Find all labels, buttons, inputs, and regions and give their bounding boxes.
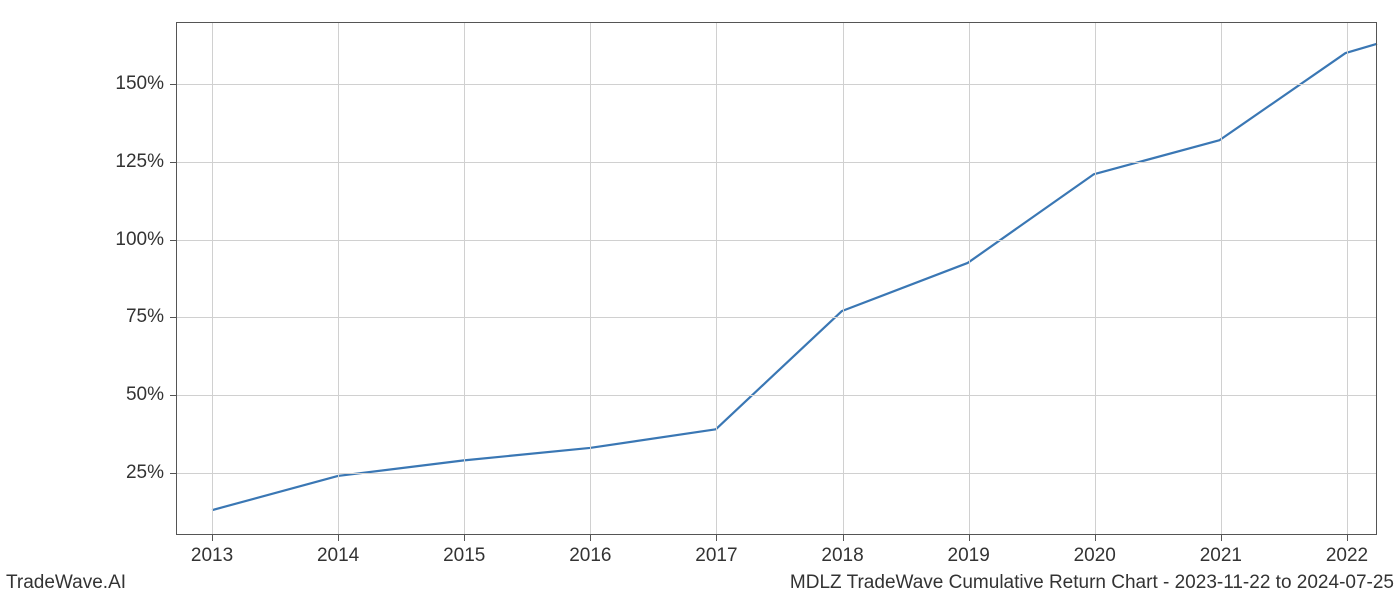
x-tick-label: 2015 — [443, 545, 485, 567]
footer-right-label: MDLZ TradeWave Cumulative Return Chart -… — [790, 572, 1394, 594]
x-tick-label: 2017 — [695, 545, 737, 567]
line-series-svg — [176, 22, 1377, 535]
x-tick-label: 2018 — [821, 545, 863, 567]
y-tick-mark — [170, 473, 176, 474]
grid-line-vertical — [212, 22, 213, 535]
footer-left-label: TradeWave.AI — [6, 572, 126, 594]
grid-line-vertical — [1347, 22, 1348, 535]
x-tick-label: 2021 — [1200, 545, 1242, 567]
y-tick-label: 100% — [115, 229, 164, 251]
grid-line-vertical — [338, 22, 339, 535]
x-axis-spine — [176, 534, 1377, 535]
grid-line-horizontal — [176, 240, 1377, 241]
grid-line-vertical — [1221, 22, 1222, 535]
grid-line-horizontal — [176, 473, 1377, 474]
x-tick-mark — [212, 535, 213, 541]
y-tick-label: 150% — [115, 73, 164, 95]
y-tick-label: 50% — [126, 384, 164, 406]
x-tick-mark — [843, 535, 844, 541]
grid-line-horizontal — [176, 395, 1377, 396]
grid-line-horizontal — [176, 84, 1377, 85]
y-axis-spine — [176, 22, 177, 535]
grid-line-vertical — [969, 22, 970, 535]
y-tick-mark — [170, 395, 176, 396]
x-tick-label: 2016 — [569, 545, 611, 567]
y-tick-mark — [170, 317, 176, 318]
chart-container: TradeWave.AI MDLZ TradeWave Cumulative R… — [0, 0, 1400, 600]
y-tick-label: 25% — [126, 462, 164, 484]
grid-line-vertical — [464, 22, 465, 535]
x-tick-mark — [1347, 535, 1348, 541]
plot-area — [176, 22, 1377, 535]
x-tick-mark — [464, 535, 465, 541]
x-tick-mark — [1221, 535, 1222, 541]
x-tick-mark — [969, 535, 970, 541]
grid-line-horizontal — [176, 162, 1377, 163]
top-spine — [176, 22, 1377, 23]
grid-line-vertical — [1095, 22, 1096, 535]
x-tick-label: 2013 — [191, 545, 233, 567]
y-tick-mark — [170, 240, 176, 241]
x-tick-mark — [1095, 535, 1096, 541]
x-tick-label: 2019 — [948, 545, 990, 567]
grid-line-vertical — [716, 22, 717, 535]
x-tick-mark — [716, 535, 717, 541]
x-tick-mark — [590, 535, 591, 541]
y-tick-label: 125% — [115, 151, 164, 173]
grid-line-horizontal — [176, 317, 1377, 318]
x-tick-label: 2020 — [1074, 545, 1116, 567]
x-tick-mark — [338, 535, 339, 541]
y-tick-mark — [170, 84, 176, 85]
grid-line-vertical — [843, 22, 844, 535]
y-tick-mark — [170, 162, 176, 163]
y-tick-label: 75% — [126, 306, 164, 328]
x-tick-label: 2022 — [1326, 545, 1368, 567]
x-tick-label: 2014 — [317, 545, 359, 567]
return-line-series — [212, 44, 1377, 510]
grid-line-vertical — [590, 22, 591, 535]
right-spine — [1376, 22, 1377, 535]
